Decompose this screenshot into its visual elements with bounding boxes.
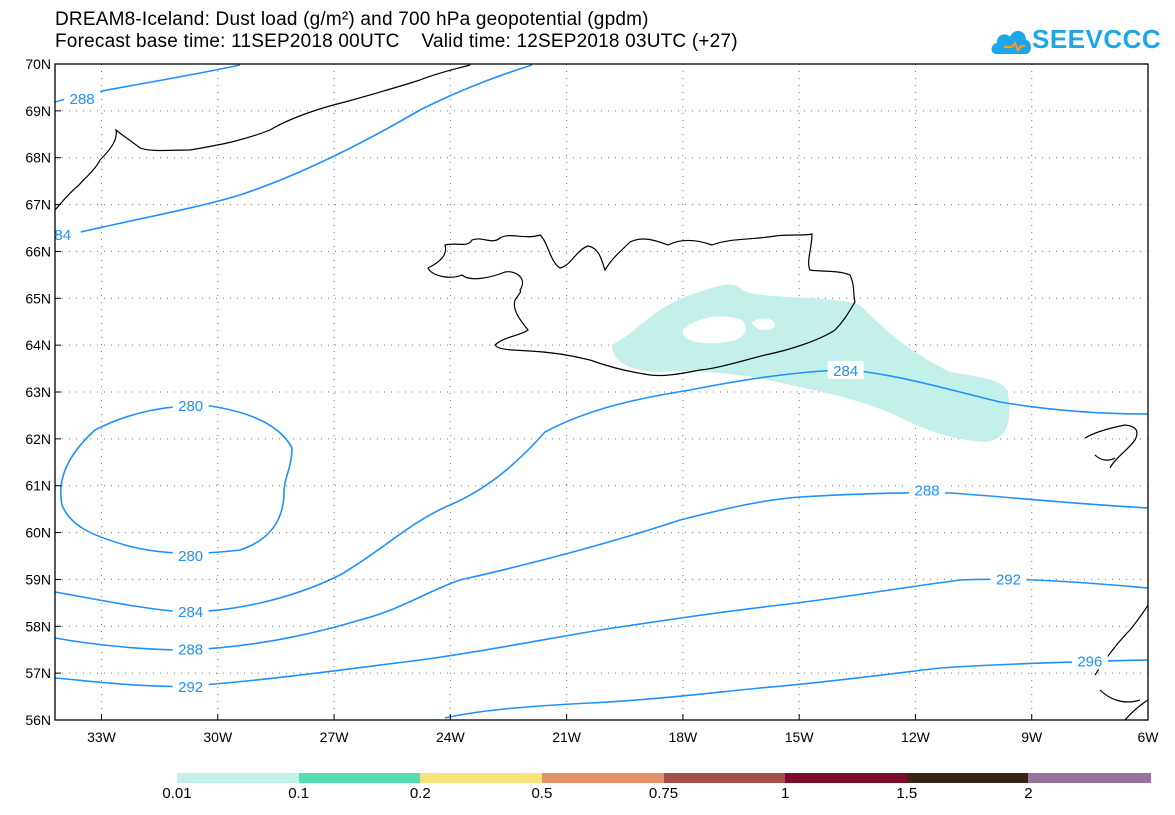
- dust-plume: [612, 284, 1010, 442]
- dust-gap: [752, 318, 775, 331]
- lon-tick-label: 15W: [785, 729, 815, 745]
- greenland-coast: [54, 64, 471, 211]
- lon-tick-label: 33W: [87, 729, 117, 745]
- contour-label: 284: [833, 363, 858, 380]
- contour-label: 280: [178, 398, 203, 415]
- lat-tick-label: 64N: [25, 337, 51, 353]
- colorbar-segment: [298, 773, 421, 783]
- contour-label-bg: [1071, 651, 1108, 670]
- lat-tick-label: 68N: [25, 150, 51, 166]
- colorbar-label: 2: [1024, 785, 1033, 802]
- lat-tick-label: 62N: [25, 431, 51, 447]
- logo-text: SEEVCCC: [1032, 24, 1162, 54]
- dust-load-area: [612, 284, 1010, 442]
- contour-284-north: [54, 64, 533, 239]
- lat-tick-label: 66N: [25, 243, 51, 259]
- colorbar-label: 0.75: [648, 785, 679, 802]
- colorbar-label: 0.01: [162, 785, 192, 802]
- contour-label-bg: [990, 569, 1027, 588]
- colorbar-segment: [906, 773, 1029, 783]
- lat-tick-label: 59N: [25, 571, 51, 587]
- contour-label: 288: [178, 642, 203, 659]
- iceland-coast: [427, 233, 856, 377]
- contour-label-bg: [172, 546, 209, 564]
- lon-tick-label: 27W: [320, 729, 350, 745]
- lat-tick-label: 57N: [25, 665, 51, 681]
- map-title: DREAM8-Iceland: Dust load (g/m²) and 700…: [55, 9, 649, 30]
- contour-296: [444, 659, 1149, 719]
- lat-tick-label: 65N: [25, 290, 51, 306]
- contour-label: 288: [70, 91, 95, 108]
- lon-tick-label: 21W: [552, 729, 582, 745]
- dust-gap: [682, 316, 746, 344]
- map-subtitle: Forecast base time: 11SEP2018 00UTC Vali…: [55, 31, 738, 52]
- lon-tick-label: 9W: [1021, 729, 1043, 745]
- lon-tick-label: 30W: [203, 729, 233, 745]
- colorbar-segment: [420, 773, 543, 783]
- contour-label-bg: [827, 360, 864, 379]
- lat-tick-label: 69N: [25, 103, 51, 119]
- norway-coast: [1084, 424, 1138, 469]
- contour-label: 292: [996, 571, 1021, 588]
- axis-labels: 70N 69N 68N 67N 66N 65N 64N 63N 62N 61N 60N 59N 58N 5…: [25, 56, 1159, 745]
- colorbar-label: 0.1: [288, 785, 310, 802]
- colorbar-segment: [785, 773, 908, 783]
- contour-label-bg: [64, 89, 101, 108]
- lat-tick-label: 58N: [25, 618, 51, 634]
- contour-labels: 288 84 280 280 284 288 292 284 288 292 296: [44, 89, 1108, 696]
- contour-label: 288: [915, 482, 940, 499]
- contour-label: 84: [54, 227, 71, 244]
- lat-tick-label: 56N: [25, 712, 51, 728]
- lat-tick-label: 61N: [25, 478, 51, 494]
- colorbar-label: 0.5: [531, 785, 553, 802]
- contour-label: 280: [178, 548, 203, 565]
- colorbar-label: 1: [780, 785, 790, 802]
- contour-label-bg: [172, 396, 209, 415]
- lat-tick-label: 70N: [25, 56, 51, 72]
- contour-label-bg: [909, 480, 946, 499]
- colorbar-label: 1.5: [896, 785, 918, 802]
- contour-label: 292: [178, 679, 203, 696]
- contour-label-bg: [172, 602, 209, 621]
- colorbar-label: 0.2: [409, 785, 431, 802]
- lon-tick-label: 6W: [1138, 729, 1160, 745]
- contour-280-low: [59, 404, 293, 555]
- lon-tick-label: 18W: [668, 729, 698, 745]
- lon-tick-label: 24W: [436, 729, 466, 745]
- contour-288: [54, 491, 1149, 651]
- contour-label: 284: [178, 604, 203, 621]
- contour-label-bg: [44, 225, 81, 244]
- colorbar-segment: [541, 773, 664, 783]
- colorbar-segment: [1028, 773, 1151, 783]
- colorbar-segment: [177, 773, 300, 783]
- contour-label: 296: [1077, 653, 1102, 670]
- coastlines: [54, 64, 1149, 721]
- lat-tick-label: 63N: [25, 384, 51, 400]
- lon-tick-label: 12W: [901, 729, 931, 745]
- lat-tick-label: 60N: [25, 525, 51, 541]
- cloud-icon: [991, 30, 1031, 54]
- contour-292: [54, 578, 1149, 688]
- contour-284: [54, 369, 1149, 613]
- contour-label-bg: [172, 677, 209, 696]
- colorbar-segment: [663, 773, 786, 783]
- lat-tick-label: 67N: [25, 197, 51, 213]
- contour-label-bg: [172, 639, 209, 658]
